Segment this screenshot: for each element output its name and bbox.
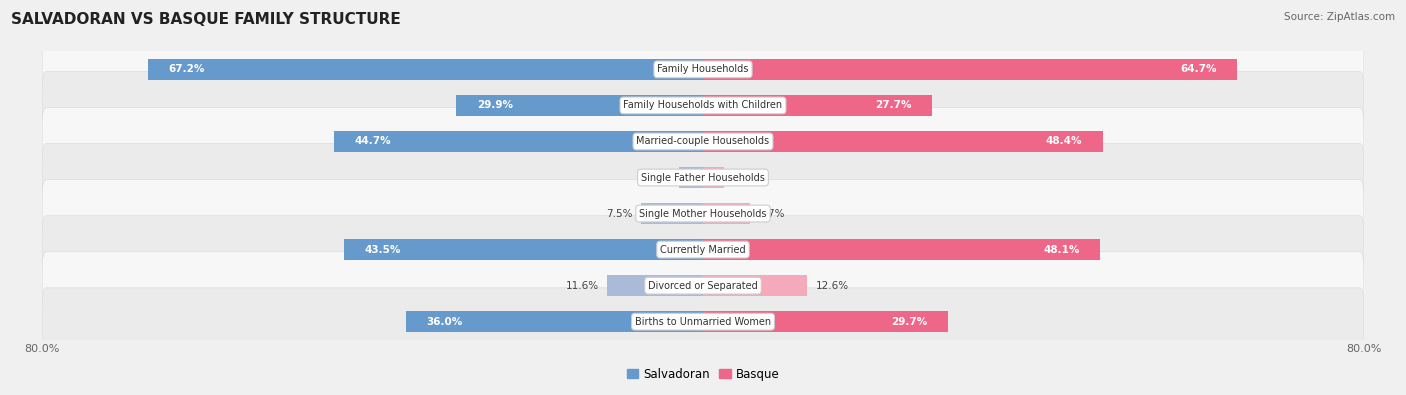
FancyBboxPatch shape	[42, 107, 1364, 175]
Text: 2.5%: 2.5%	[733, 173, 758, 182]
FancyBboxPatch shape	[42, 36, 1364, 103]
Text: 7.5%: 7.5%	[606, 209, 633, 218]
Bar	[148, 59, 703, 80]
Text: 43.5%: 43.5%	[364, 245, 401, 255]
FancyBboxPatch shape	[42, 144, 1364, 211]
Text: 27.7%: 27.7%	[875, 100, 911, 111]
Bar	[456, 95, 703, 116]
Text: 29.7%: 29.7%	[891, 317, 928, 327]
Bar	[607, 275, 703, 296]
Bar	[405, 311, 703, 332]
FancyBboxPatch shape	[42, 71, 1364, 139]
Text: Source: ZipAtlas.com: Source: ZipAtlas.com	[1284, 12, 1395, 22]
Text: Family Households with Children: Family Households with Children	[623, 100, 783, 111]
Text: Divorced or Separated: Divorced or Separated	[648, 280, 758, 291]
Bar	[333, 131, 703, 152]
Bar	[703, 275, 807, 296]
Text: Married-couple Households: Married-couple Households	[637, 136, 769, 147]
Bar	[641, 203, 703, 224]
Bar	[679, 167, 703, 188]
Text: 48.4%: 48.4%	[1046, 136, 1083, 147]
Text: 12.6%: 12.6%	[815, 280, 848, 291]
Text: SALVADORAN VS BASQUE FAMILY STRUCTURE: SALVADORAN VS BASQUE FAMILY STRUCTURE	[11, 12, 401, 27]
Bar	[703, 59, 1237, 80]
Legend: Salvadoran, Basque: Salvadoran, Basque	[621, 363, 785, 386]
Bar	[703, 95, 932, 116]
Text: Currently Married: Currently Married	[661, 245, 745, 255]
Text: 2.9%: 2.9%	[644, 173, 671, 182]
Text: Births to Unmarried Women: Births to Unmarried Women	[636, 317, 770, 327]
FancyBboxPatch shape	[42, 288, 1364, 356]
Bar	[703, 239, 1101, 260]
Text: 48.1%: 48.1%	[1043, 245, 1080, 255]
Bar	[703, 311, 948, 332]
Text: Family Households: Family Households	[658, 64, 748, 74]
Bar	[703, 203, 749, 224]
Bar	[703, 167, 724, 188]
Text: 44.7%: 44.7%	[354, 136, 391, 147]
Bar	[703, 131, 1102, 152]
FancyBboxPatch shape	[42, 180, 1364, 247]
Text: 64.7%: 64.7%	[1180, 64, 1216, 74]
FancyBboxPatch shape	[42, 252, 1364, 320]
Text: Single Father Households: Single Father Households	[641, 173, 765, 182]
Text: 36.0%: 36.0%	[426, 317, 463, 327]
Text: 67.2%: 67.2%	[169, 64, 205, 74]
FancyBboxPatch shape	[42, 216, 1364, 284]
Text: 5.7%: 5.7%	[758, 209, 785, 218]
Text: 29.9%: 29.9%	[477, 100, 513, 111]
Text: 11.6%: 11.6%	[565, 280, 599, 291]
Text: Single Mother Households: Single Mother Households	[640, 209, 766, 218]
Bar	[343, 239, 703, 260]
